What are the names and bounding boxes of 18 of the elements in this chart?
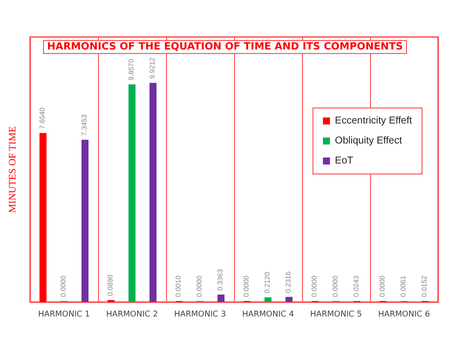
- legend-label: Eccentricity Effeft: [334, 116, 412, 126]
- chart-title: HARMONICS OF THE EQUATION OF TIME AND ITS COMPONENTS: [47, 42, 403, 52]
- bar: [264, 297, 272, 302]
- bar: [128, 84, 136, 302]
- bar: [40, 132, 46, 302]
- x-tick-label: HARMONIC 2: [106, 310, 158, 318]
- x-tick-label: HARMONIC 5: [310, 310, 362, 318]
- bar: [150, 82, 156, 302]
- bar: [286, 296, 292, 302]
- y-axis-title: MINUTES OF TIME: [8, 126, 18, 213]
- legend-label: Obliquity Effect: [334, 136, 402, 146]
- bar: [82, 140, 88, 302]
- x-tick-label: HARMONIC 6: [378, 310, 430, 318]
- x-tick-label: HARMONIC 3: [174, 310, 226, 318]
- legend-label: EoT: [334, 156, 354, 166]
- x-tick-label: HARMONIC 1: [38, 310, 90, 318]
- bar: [218, 294, 224, 302]
- x-tick-label: HARMONIC 4: [242, 310, 294, 318]
